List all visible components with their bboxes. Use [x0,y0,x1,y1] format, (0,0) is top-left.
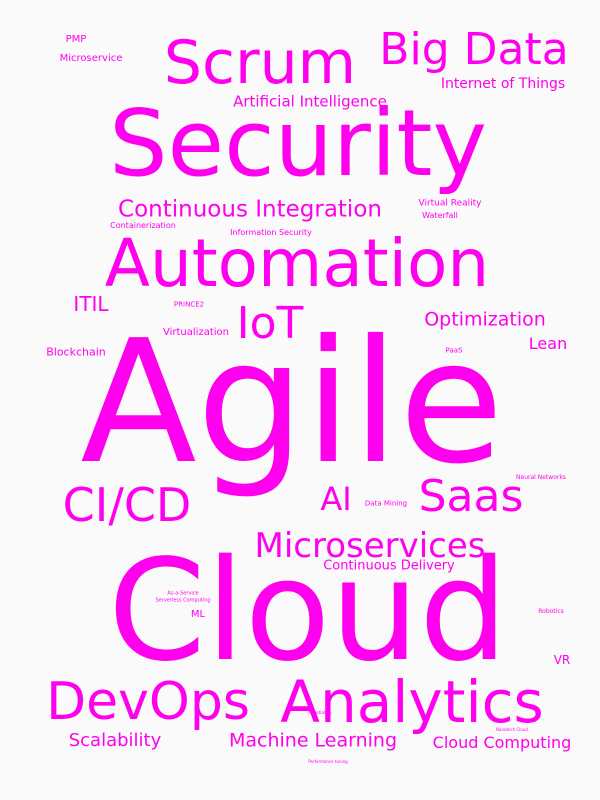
word-analytics: Analytics [280,668,544,736]
word-as-a-service: As-a-Service [167,590,199,597]
word-cloud-main: Cloud [108,530,508,693]
word-blockchain: Blockchain [46,345,106,359]
word-paas: PaaS [445,346,463,355]
word-saas: Saas [418,471,524,522]
word-iot: IoT [236,298,304,349]
word-internet-of-things: Internet of Things [440,76,566,92]
word-automation: Automation [104,225,490,302]
word-robotics: Robotics [538,608,564,615]
word-pmp: PMP [65,34,87,45]
word-prince2: PRINCE2 [173,300,205,309]
word-machine-learning: Machine Learning [228,729,398,752]
word-virtualization: Virtualization [163,327,229,338]
word-security: Security [109,90,487,197]
word-microservices: Microservices [254,526,486,566]
word-ml: ML [190,609,206,620]
word-neural-networks: Neural Networks [516,474,566,481]
word-continuous-integration: Continuous Integration [118,196,382,223]
word-big-data: Big Data [379,24,569,75]
word-itil: ITIL [73,292,109,316]
word-virtual-reality: Virtual Reality [418,198,482,209]
word-agile: Agile [80,304,504,502]
word-vr: VR [553,653,571,667]
word-artificial-intelligence: Artificial Intelligence [233,92,387,111]
word-waterfall: Waterfall [422,211,458,220]
word-nanotech-cloud: Nanotech Cloud [496,727,528,732]
word-serverless-computing: Serverless Computing [155,597,211,604]
word-devops: DevOps [46,672,250,732]
word-ci-cd: CI/CD [62,478,192,532]
word-data-mining: Data Mining [364,499,408,508]
word-optimization: Optimization [424,308,546,331]
word-negotiation: Negotiation [308,710,332,715]
word-lean: Lean [528,334,568,353]
word-scalability: Scalability [68,730,162,751]
word-scrum: Scrum [163,28,357,98]
word-performance-tuning: Performance tuning [308,759,348,764]
word-ai: AI [320,480,352,518]
word-information-security: Information Security [230,228,312,237]
word-microservice: Microservice [59,53,123,64]
word-continuous-delivery: Continuous Delivery [323,558,455,574]
word-containerization: Containerization [110,221,176,230]
word-cloud-computing: Cloud Computing [432,733,572,752]
